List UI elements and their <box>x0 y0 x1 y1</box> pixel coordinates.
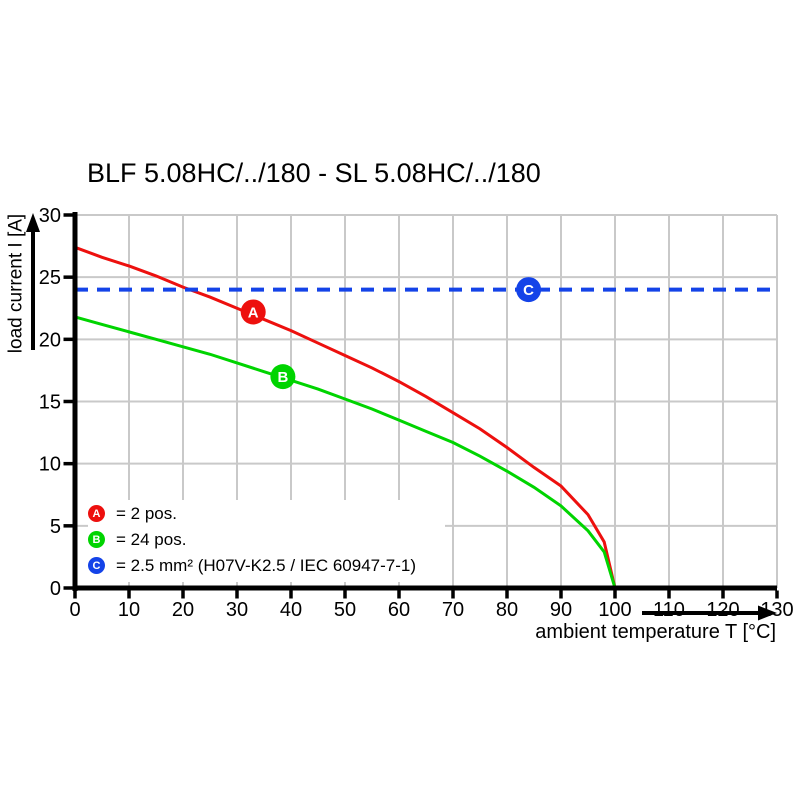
x-tick <box>397 590 401 599</box>
y-tick-label: 10 <box>39 454 61 476</box>
x-tick-label: 110 <box>653 599 685 621</box>
x-tick <box>559 590 563 599</box>
y-axis-arrow-icon <box>26 213 40 232</box>
x-tick-label: 30 <box>226 599 248 621</box>
curve-marker-b-letter: B <box>277 369 288 386</box>
curve-marker-c-icon <box>516 277 542 303</box>
x-tick-label: 80 <box>496 599 518 621</box>
y-tick <box>63 213 73 217</box>
series-curve <box>74 315 617 589</box>
y-tick <box>63 586 73 590</box>
x-axis-arrow-shaft <box>642 611 761 615</box>
x-tick <box>73 590 77 599</box>
legend-label-c: = 2.5 mm² (H07V-K2.5 / IEC 60947-7-1) <box>116 555 416 575</box>
legend-marker-a-icon: A <box>88 505 105 522</box>
x-axis-arrow-icon <box>758 605 777 621</box>
series-curve <box>74 245 617 589</box>
chart-legend: A = 2 pos. B = 24 pos. C = 2.5 mm² (H07V… <box>88 500 445 582</box>
y-axis-label: load current I [A] <box>5 213 27 354</box>
curve-marker-a-letter: A <box>248 304 259 321</box>
y-axis-line <box>72 212 78 591</box>
y-tick <box>63 399 73 404</box>
curve-marker-b-icon <box>270 364 296 390</box>
y-tick <box>63 524 73 528</box>
x-tick-label: 90 <box>550 599 572 621</box>
x-tick-label: 100 <box>598 599 631 621</box>
x-tick <box>289 590 293 599</box>
x-tick-label: 120 <box>706 599 739 621</box>
x-tick-label: 20 <box>172 599 194 621</box>
x-tick-label: 50 <box>334 599 356 621</box>
chart-title: BLF 5.08HC/../180 - SL 5.08HC/../180 <box>87 158 541 188</box>
y-tick-label: 0 <box>50 578 61 600</box>
x-tick <box>235 590 239 599</box>
x-tick <box>343 590 347 599</box>
legend-item-a: A = 2 pos. <box>88 503 445 523</box>
x-tick-label: 60 <box>388 599 410 621</box>
y-tick-label: 25 <box>39 267 61 289</box>
y-axis-arrow-shaft <box>31 226 35 350</box>
curve-marker-c-letter: C <box>523 282 534 299</box>
x-tick <box>181 590 185 599</box>
y-tick-label: 20 <box>39 329 61 351</box>
x-tick <box>127 590 131 599</box>
x-tick <box>613 590 617 599</box>
x-tick-label: 0 <box>69 599 80 621</box>
x-axis-label: ambient temperature T [°C] <box>535 621 776 643</box>
legend-marker-c-icon: C <box>88 557 105 574</box>
legend-label-a: = 2 pos. <box>116 503 177 523</box>
x-tick <box>451 590 455 599</box>
y-tick-label: 5 <box>50 516 61 538</box>
x-tick <box>775 590 779 599</box>
y-tick <box>63 461 73 466</box>
curve-marker-a-icon <box>240 299 266 325</box>
y-tick-label: 30 <box>39 205 61 227</box>
legend-label-b: = 24 pos. <box>116 529 187 549</box>
x-tick <box>721 590 725 599</box>
y-tick <box>63 275 73 279</box>
x-tick-label: 10 <box>118 599 140 621</box>
legend-marker-b-icon: B <box>88 531 105 548</box>
x-tick-label: 70 <box>442 599 464 621</box>
x-tick <box>505 590 509 599</box>
x-axis-line <box>72 585 777 591</box>
y-tick-label: 15 <box>39 392 61 414</box>
x-tick <box>667 590 671 599</box>
y-tick <box>63 337 73 342</box>
legend-item-b: B = 24 pos. <box>88 529 445 549</box>
x-tick-label: 40 <box>280 599 302 621</box>
legend-item-c: C = 2.5 mm² (H07V-K2.5 / IEC 60947-7-1) <box>88 555 445 575</box>
